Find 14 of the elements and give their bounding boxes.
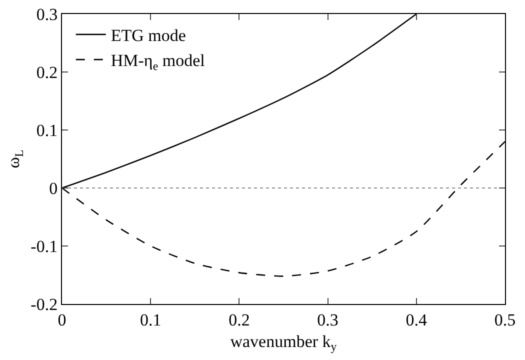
y-tick-label: 0.3 [36, 4, 58, 24]
legend-label: HM-η$_{e}$ model [110, 51, 206, 73]
x-tick-label: 0.3 [317, 310, 338, 330]
y-tick-label: -0.2 [30, 294, 58, 314]
x-tick-label: 0.4 [406, 310, 428, 330]
y-tick-label: 0.1 [36, 120, 58, 140]
x-tick-label: 0.2 [228, 310, 250, 330]
legend-label: ETG mode [110, 26, 186, 46]
x-tick-label: 0.5 [494, 310, 516, 330]
y-tick-label: -0.1 [30, 236, 58, 256]
y-tick-label: 0.2 [36, 62, 58, 82]
x-tick-label: 0.1 [140, 310, 162, 330]
x-axis-title: wavenumber k$_{y}$ [230, 332, 337, 354]
y-tick-label: 0 [49, 178, 58, 198]
